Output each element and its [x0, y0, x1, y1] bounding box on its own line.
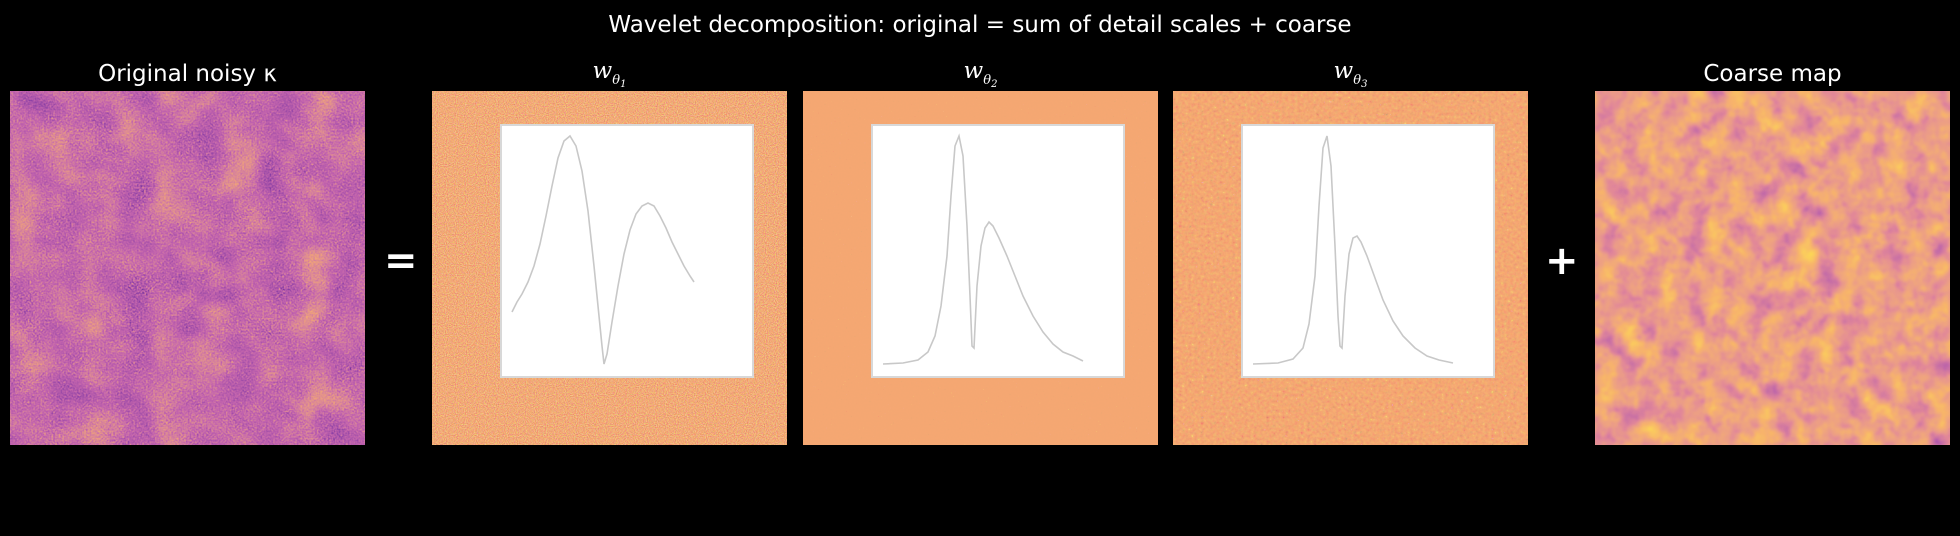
w3-detail-panel — [1173, 91, 1528, 445]
w3-inset-plot — [1243, 126, 1493, 376]
w1-detail-panel — [432, 91, 787, 445]
original-map-title: Original noisy κ — [98, 61, 277, 87]
w2-inset-plot — [873, 126, 1123, 376]
w3-inset-curve — [1252, 135, 1454, 365]
w1-inset-plot — [502, 126, 752, 376]
w3-title: wθ3 — [1333, 58, 1368, 90]
original-map-panel — [10, 91, 365, 445]
w2-inset-curve — [882, 133, 1084, 365]
w2-title: wθ2 — [963, 58, 998, 90]
plus-sign: + — [1545, 238, 1579, 284]
equals-sign: = — [384, 238, 418, 284]
figure-title: Wavelet decomposition: original = sum of… — [608, 12, 1352, 38]
original-noisy-map — [10, 91, 365, 445]
coarse-map — [1595, 91, 1950, 445]
coarse-map-panel — [1595, 91, 1950, 445]
coarse-map-title: Coarse map — [1703, 61, 1842, 87]
w2-detail-panel — [803, 91, 1158, 445]
w1-inset-curve — [511, 134, 695, 365]
w1-title: wθ1 — [592, 58, 627, 90]
